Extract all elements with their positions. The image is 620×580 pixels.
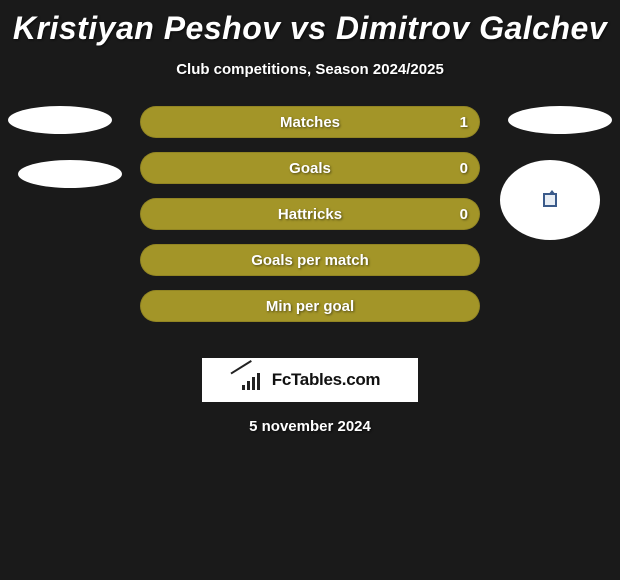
chart-icon bbox=[240, 370, 268, 390]
stat-value-right: 1 bbox=[460, 114, 468, 131]
stat-label: Matches bbox=[280, 114, 340, 131]
brand-logo[interactable]: FcTables.com bbox=[202, 358, 418, 402]
left-shape-1 bbox=[8, 106, 112, 134]
brand-text: FcTables.com bbox=[272, 370, 381, 390]
stat-value-right: 0 bbox=[460, 206, 468, 223]
stat-row-hattricks: Hattricks 0 bbox=[140, 198, 480, 230]
stat-row-matches: Matches 1 bbox=[140, 106, 480, 138]
stat-value-right: 0 bbox=[460, 160, 468, 177]
comparison-area: Matches 1 Goals 0 Hattricks 0 Goals per … bbox=[0, 106, 620, 346]
stat-row-goals-per-match: Goals per match bbox=[140, 244, 480, 276]
footer-date: 5 november 2024 bbox=[0, 418, 620, 435]
stat-row-min-per-goal: Min per goal bbox=[140, 290, 480, 322]
stat-label: Goals bbox=[289, 160, 331, 177]
stat-label: Hattricks bbox=[278, 206, 342, 223]
placeholder-icon bbox=[543, 193, 557, 207]
stat-row-goals: Goals 0 bbox=[140, 152, 480, 184]
left-shape-2 bbox=[18, 160, 122, 188]
page-subtitle: Club competitions, Season 2024/2025 bbox=[0, 61, 620, 78]
stat-label: Goals per match bbox=[251, 252, 369, 269]
right-circle bbox=[500, 160, 600, 240]
stat-rows: Matches 1 Goals 0 Hattricks 0 Goals per … bbox=[140, 106, 480, 336]
right-shape-1 bbox=[508, 106, 612, 134]
stat-label: Min per goal bbox=[266, 298, 354, 315]
page-title: Kristiyan Peshov vs Dimitrov Galchev bbox=[0, 0, 620, 47]
